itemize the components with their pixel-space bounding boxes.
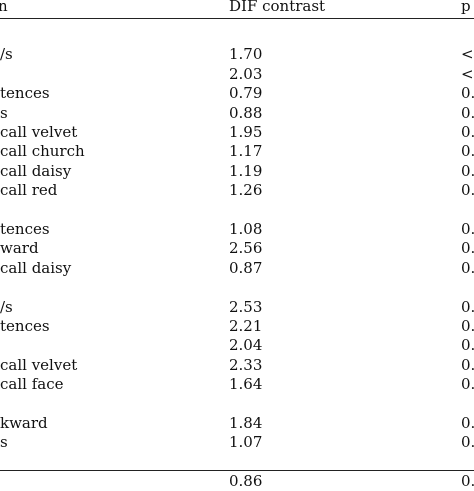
p-value: <0 bbox=[461, 64, 474, 83]
p-value: 0. bbox=[461, 336, 474, 355]
row-label: call velvet bbox=[0, 123, 78, 141]
row-label: call face bbox=[0, 375, 64, 394]
dif-value: 1.19 bbox=[229, 161, 263, 180]
p-value: 0. bbox=[461, 317, 474, 335]
dif-value: 1.95 bbox=[229, 123, 263, 141]
row-label: tences bbox=[0, 317, 50, 335]
row-label: /s bbox=[0, 45, 13, 64]
p-value: 0. bbox=[461, 297, 474, 316]
dif-value: 2.04 bbox=[229, 336, 263, 355]
p-value: 0. bbox=[461, 375, 474, 394]
header-measure: n bbox=[0, 0, 8, 15]
row-label: tences bbox=[0, 220, 50, 238]
dif-value: 2.33 bbox=[229, 355, 263, 374]
p-value: 0. bbox=[461, 258, 474, 277]
dif-value: 0.87 bbox=[229, 258, 263, 277]
bottom-rule bbox=[0, 470, 474, 471]
dif-value: 1.08 bbox=[229, 220, 263, 238]
row-label: call velvet bbox=[0, 355, 78, 374]
row-label: s bbox=[0, 103, 8, 122]
p-value: 0. bbox=[461, 433, 474, 452]
p-value: 0. bbox=[461, 123, 474, 141]
p-value: 0. bbox=[461, 472, 474, 491]
dif-value: 1.84 bbox=[229, 414, 263, 432]
header-dif-contrast: DIF contrast bbox=[229, 0, 326, 15]
p-value: 0. bbox=[461, 161, 474, 180]
p-value: 0. bbox=[461, 181, 474, 200]
p-value: 0. bbox=[461, 84, 474, 103]
header-rule bbox=[0, 18, 474, 19]
p-value: <0 bbox=[461, 45, 474, 64]
p-value: 0. bbox=[461, 103, 474, 122]
row-label: /s bbox=[0, 297, 13, 316]
dif-value: 2.56 bbox=[229, 239, 263, 258]
p-value: 0. bbox=[461, 239, 474, 258]
dif-value: 1.26 bbox=[229, 181, 263, 200]
row-label: s bbox=[0, 433, 8, 452]
dif-value: 1.17 bbox=[229, 142, 263, 161]
header-p: p bbox=[461, 0, 471, 15]
row-label: ward bbox=[0, 239, 39, 258]
dif-value: 1.64 bbox=[229, 375, 263, 394]
p-value: 0. bbox=[461, 414, 474, 432]
dif-value: 2.53 bbox=[229, 297, 263, 316]
dif-value: 2.21 bbox=[229, 317, 263, 335]
dif-value: 0.86 bbox=[229, 472, 263, 491]
dif-value: 1.07 bbox=[229, 433, 263, 452]
row-label: tences bbox=[0, 84, 50, 103]
dif-value: 2.03 bbox=[229, 64, 263, 83]
dif-value: 0.79 bbox=[229, 84, 263, 103]
dif-value: 1.70 bbox=[229, 45, 263, 64]
row-label: call daisy bbox=[0, 258, 72, 277]
row-label: kward bbox=[0, 414, 48, 432]
row-label: call daisy bbox=[0, 161, 72, 180]
p-value: 0. bbox=[461, 220, 474, 238]
p-value: 0. bbox=[461, 142, 474, 161]
row-label: call red bbox=[0, 181, 58, 200]
row-label: call church bbox=[0, 142, 85, 161]
dif-value: 0.88 bbox=[229, 103, 263, 122]
p-value: 0. bbox=[461, 355, 474, 374]
